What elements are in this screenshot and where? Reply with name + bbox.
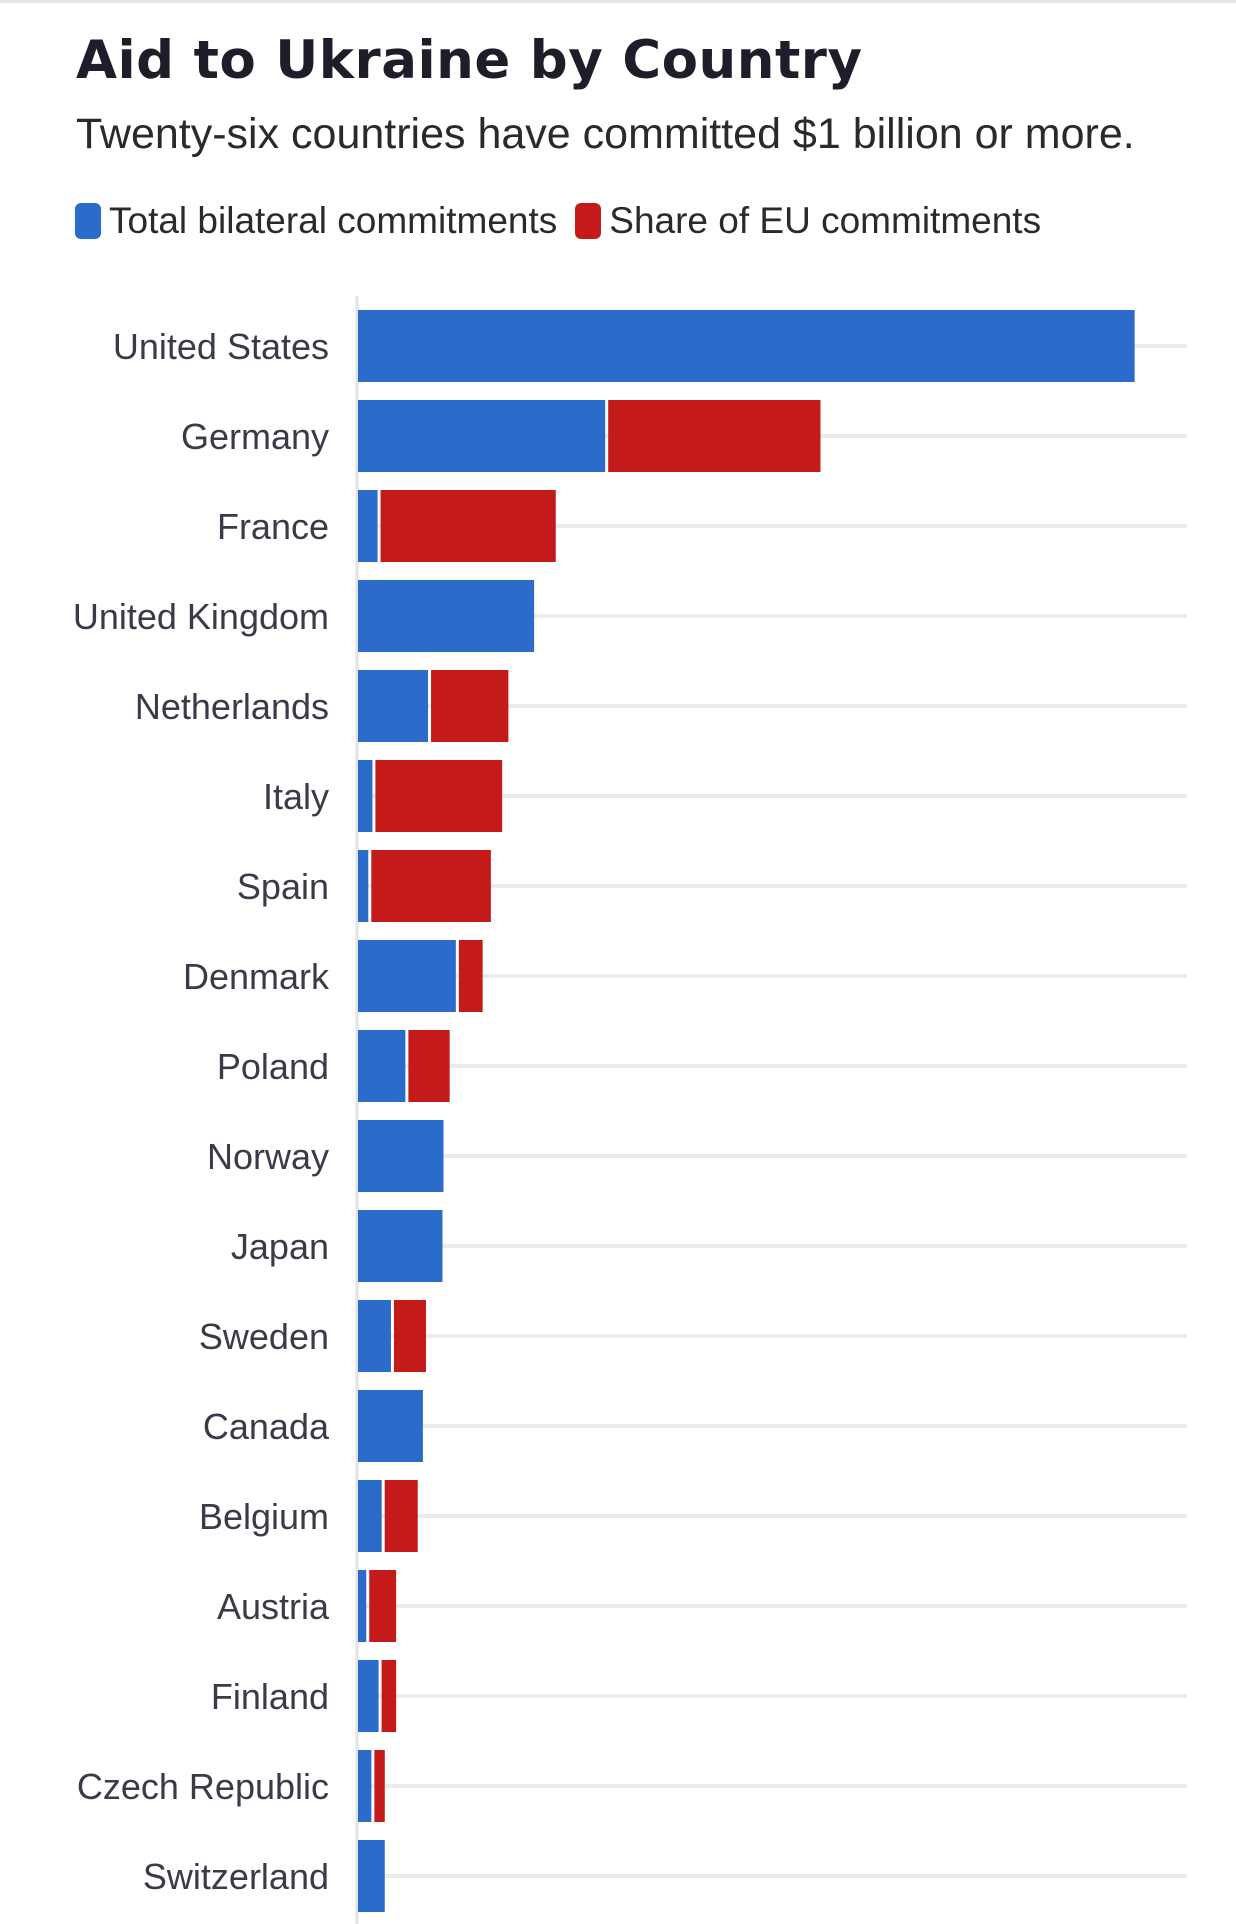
chart-title: Aid to Ukraine by Country <box>76 30 863 91</box>
bar-bilateral-united-states <box>358 310 1135 382</box>
category-label-spain: Spain <box>237 866 329 907</box>
category-label-netherlands: Netherlands <box>135 686 329 727</box>
bar-eu-share-denmark <box>458 940 483 1012</box>
category-label-germany: Germany <box>181 416 329 457</box>
bar-bilateral-czech-republic <box>358 1750 372 1822</box>
legend-label-eu-share: Share of EU commitments <box>609 200 1042 241</box>
bar-bilateral-finland <box>358 1660 379 1732</box>
bar-eu-share-france <box>380 490 556 562</box>
category-label-united-kingdom: United Kingdom <box>73 596 329 637</box>
bar-eu-share-poland <box>408 1030 450 1102</box>
bar-eu-share-austria <box>369 1570 397 1642</box>
bar-bilateral-canada <box>358 1390 423 1462</box>
category-label-finland: Finland <box>211 1676 329 1717</box>
bar-eu-share-spain <box>371 850 491 922</box>
bar-bilateral-switzerland <box>358 1840 385 1912</box>
bar-bilateral-belgium <box>358 1480 382 1552</box>
category-label-italy: Italy <box>263 776 329 817</box>
bar-eu-share-belgium <box>384 1480 418 1552</box>
bar-eu-share-finland <box>381 1660 397 1732</box>
bar-bilateral-france <box>358 490 378 562</box>
bar-bilateral-spain <box>358 850 369 922</box>
category-label-poland: Poland <box>217 1046 329 1087</box>
category-label-austria: Austria <box>217 1586 330 1627</box>
bar-eu-share-italy <box>375 760 503 832</box>
category-label-united-states: United States <box>113 326 329 367</box>
bar-bilateral-denmark <box>358 940 456 1012</box>
bar-bilateral-austria <box>358 1570 367 1642</box>
category-label-france: France <box>217 506 329 547</box>
bar-bilateral-norway <box>358 1120 444 1192</box>
bar-eu-share-sweden <box>393 1300 426 1372</box>
legend-swatch-bilateral <box>75 203 101 239</box>
bar-bilateral-united-kingdom <box>358 580 535 652</box>
bar-bilateral-sweden <box>358 1300 391 1372</box>
category-label-japan: Japan <box>231 1226 329 1267</box>
legend-swatch-eu-share <box>575 203 602 239</box>
category-label-sweden: Sweden <box>199 1316 329 1357</box>
bar-bilateral-netherlands <box>358 670 429 742</box>
bar-bilateral-poland <box>358 1030 406 1102</box>
category-label-denmark: Denmark <box>183 956 330 997</box>
bar-eu-share-netherlands <box>431 670 509 742</box>
legend-item-bilateral: Total bilateral commitments <box>75 200 557 242</box>
bar-bilateral-italy <box>358 760 373 832</box>
legend-label-bilateral: Total bilateral commitments <box>109 200 558 241</box>
category-label-czech-republic: Czech Republic <box>77 1766 329 1807</box>
category-label-switzerland: Switzerland <box>143 1856 329 1897</box>
bar-bilateral-germany <box>358 400 606 472</box>
bar-eu-share-czech-republic <box>374 1750 385 1822</box>
legend-item-eu-share: Share of EU commitments <box>575 200 1041 242</box>
category-label-canada: Canada <box>203 1406 330 1447</box>
chart-subtitle: Twenty-six countries have committed $1 b… <box>76 110 1135 158</box>
chart-legend: Total bilateral commitments Share of EU … <box>75 200 1059 242</box>
bar-bilateral-japan <box>358 1210 443 1282</box>
top-divider <box>0 0 1236 3</box>
category-label-norway: Norway <box>207 1136 329 1177</box>
category-label-belgium: Belgium <box>199 1496 329 1537</box>
bar-eu-share-germany <box>608 400 821 472</box>
